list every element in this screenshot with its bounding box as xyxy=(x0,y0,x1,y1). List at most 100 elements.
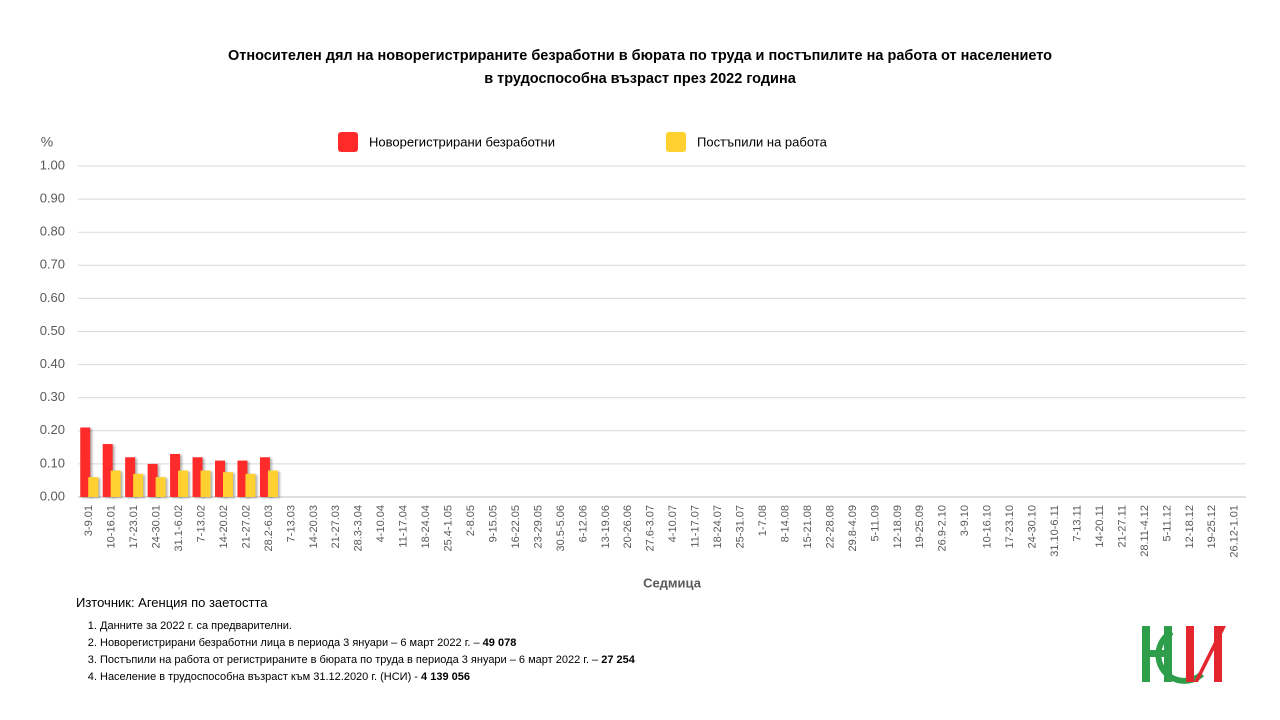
x-tick-label: 11-17.07 xyxy=(690,505,702,548)
notes: Данните за 2022 г. са предварителни. Ново… xyxy=(76,618,635,686)
x-tick-label: 6-12.06 xyxy=(577,505,589,542)
x-tick-label: 19-25.09 xyxy=(914,505,926,548)
x-tick-label: 5-11.12 xyxy=(1161,505,1173,542)
x-tick-label: 13-19.06 xyxy=(600,505,612,548)
y-axis-label: % xyxy=(41,134,53,150)
legend-label: Постъпили на работа xyxy=(697,134,828,149)
x-tick-label: 30.5-5.06 xyxy=(555,505,567,551)
x-tick-label: 1-7.08 xyxy=(757,505,769,536)
bar xyxy=(223,472,233,497)
chart-title: Относителен дял на новорегистрираните бе… xyxy=(228,48,1052,64)
x-tick-label: 9-15.05 xyxy=(487,505,499,542)
x-tick-label: 7-13.02 xyxy=(195,505,207,542)
x-tick-label: 20-26.06 xyxy=(622,505,634,548)
note-value: 49 078 xyxy=(482,637,517,649)
bar xyxy=(88,477,99,497)
x-tick-label: 4-10.04 xyxy=(375,505,387,542)
x-tick-label: 17-23.10 xyxy=(1004,505,1016,548)
note-text: Данните за 2022 г. са предварителни. xyxy=(100,620,292,632)
legend-marker xyxy=(666,132,686,152)
bar xyxy=(259,457,270,497)
x-tick-label: 26.12-1.01 xyxy=(1229,505,1241,558)
x-tick-label: 4-10.07 xyxy=(667,505,679,542)
chart-title: в трудоспособна възраст през 2022 година xyxy=(484,71,797,87)
x-tick-label: 15-21.08 xyxy=(802,505,814,548)
bar xyxy=(215,460,225,497)
y-tick-label: 1.00 xyxy=(40,157,65,172)
x-tick-label: 31.1-6.02 xyxy=(173,505,185,551)
x-tick-label: 11-17.04 xyxy=(398,505,410,548)
legend-label: Новорегистрирани безработни xyxy=(369,134,555,149)
y-tick-label: 0.20 xyxy=(40,422,65,437)
x-tick-label: 19-25.12 xyxy=(1206,505,1218,548)
x-tick-label: 18-24.07 xyxy=(712,505,724,548)
x-tick-label: 7-13.03 xyxy=(285,505,297,542)
x-tick-label: 29.8-4.09 xyxy=(847,505,859,551)
x-tick-label: 3-9.10 xyxy=(959,505,971,536)
x-tick-label: 23-29.05 xyxy=(532,505,544,548)
bar xyxy=(192,457,203,497)
x-tick-label: 14-20.11 xyxy=(1094,505,1106,548)
bar xyxy=(110,470,121,497)
x-tick-label: 12-18.09 xyxy=(892,505,904,548)
y-tick-label: 0.10 xyxy=(40,455,65,470)
bar xyxy=(125,457,136,497)
y-tick-label: 0.90 xyxy=(40,191,65,206)
bar xyxy=(170,453,181,497)
y-tick-label: 0.50 xyxy=(40,323,65,338)
x-tick-label: 31.10-6.11 xyxy=(1049,505,1061,557)
legend-marker xyxy=(338,132,358,152)
x-tick-label: 16-22.05 xyxy=(510,505,522,548)
y-tick-label: 0.00 xyxy=(40,488,65,503)
note-text: Новорегистрирани безработни лица в перио… xyxy=(100,637,480,649)
x-tick-label: 22-28.08 xyxy=(824,505,836,548)
bar xyxy=(102,444,113,497)
x-tick-label: 3-9.01 xyxy=(83,505,95,536)
x-tick-label: 14-20.03 xyxy=(308,505,320,548)
x-tick-label: 26.9-2.10 xyxy=(937,505,949,551)
note-text: Население в трудоспособна възраст към 31… xyxy=(100,671,418,683)
x-tick-label: 28.3-3.04 xyxy=(353,505,365,551)
x-tick-label: 5-11.09 xyxy=(869,505,881,542)
x-tick-label: 10-16.01 xyxy=(106,505,118,548)
x-tick-label: 12-18.12 xyxy=(1184,505,1196,548)
x-tick-label: 25-31.07 xyxy=(735,505,747,548)
note: Постъпили на работа от регистрираните в … xyxy=(100,652,635,669)
note: Население в трудоспособна възраст към 31… xyxy=(100,669,635,686)
bar xyxy=(155,477,166,497)
bar xyxy=(147,463,158,497)
x-tick-label: 28.11-4.12 xyxy=(1139,505,1151,557)
x-tick-label: 17-23.01 xyxy=(128,505,140,548)
x-tick-label: 8-14.08 xyxy=(779,505,791,542)
logo xyxy=(1142,626,1226,684)
x-tick-label: 21-27.02 xyxy=(240,505,252,548)
y-tick-label: 0.30 xyxy=(40,389,65,404)
bar xyxy=(267,470,278,497)
bar xyxy=(237,460,248,497)
x-tick-label: 7-13.11 xyxy=(1071,505,1083,542)
bar xyxy=(200,470,211,497)
bar xyxy=(178,470,189,497)
x-tick-label: 21-27.11 xyxy=(1116,505,1128,548)
y-tick-label: 0.40 xyxy=(40,356,65,371)
y-tick-label: 0.80 xyxy=(40,224,65,239)
source: Източник: Агенция по заетостта xyxy=(76,595,268,610)
y-tick-label: 0.60 xyxy=(40,290,65,305)
x-tick-label: 2-8.05 xyxy=(465,505,477,536)
y-tick-label: 0.70 xyxy=(40,257,65,272)
x-tick-label: 18-24.04 xyxy=(420,505,432,548)
x-tick-label: 25.4-1.05 xyxy=(443,505,455,551)
x-tick-label: 24-30.10 xyxy=(1027,505,1039,548)
bar xyxy=(245,473,256,497)
x-tick-label: 10-16.10 xyxy=(982,505,994,548)
note: Новорегистрирани безработни лица в перио… xyxy=(100,635,635,652)
x-tick-label: 28.2-6.03 xyxy=(263,505,275,551)
x-tick-label: 27.6-3.07 xyxy=(645,505,657,551)
x-tick-label: 14-20.02 xyxy=(218,505,230,548)
x-tick-label: 24-30.01 xyxy=(151,505,163,548)
note-value: 27 254 xyxy=(601,654,635,666)
bar xyxy=(133,473,144,497)
note: Данните за 2022 г. са предварителни. xyxy=(100,618,635,635)
